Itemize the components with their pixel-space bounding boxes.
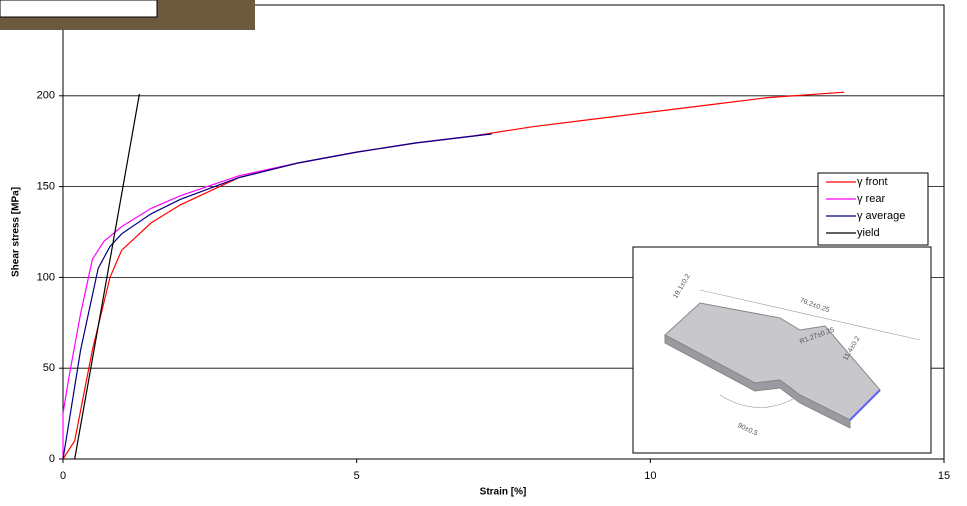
photo-label-box <box>0 0 158 18</box>
lines <box>62 91 845 460</box>
legend-label: γ rear <box>857 193 885 205</box>
legend-label: γ average <box>857 210 905 222</box>
y-tick-label: 100 <box>37 271 55 283</box>
legend: γ front γ rear γ average yield <box>817 172 929 246</box>
y-tick-label: 150 <box>37 181 55 193</box>
x-tick-label: 10 <box>644 470 656 482</box>
y-tick-label: 50 <box>43 362 55 374</box>
series-line <box>62 133 492 459</box>
y-axis-label: Shear stress [MPa] <box>11 187 22 277</box>
inset-image <box>632 246 932 454</box>
x-axis-label: Strain [%] <box>480 487 527 498</box>
x-tick-label: 0 <box>60 470 66 482</box>
series-line <box>62 133 492 460</box>
x-tick-label: 5 <box>354 470 360 482</box>
x-tick-label: 15 <box>938 470 950 482</box>
y-tick-label: 0 <box>49 453 55 465</box>
legend-label: yield <box>857 227 880 239</box>
legend-label: γ front <box>857 176 888 188</box>
series-line <box>74 93 140 460</box>
y-tick-label: 200 <box>37 90 55 102</box>
